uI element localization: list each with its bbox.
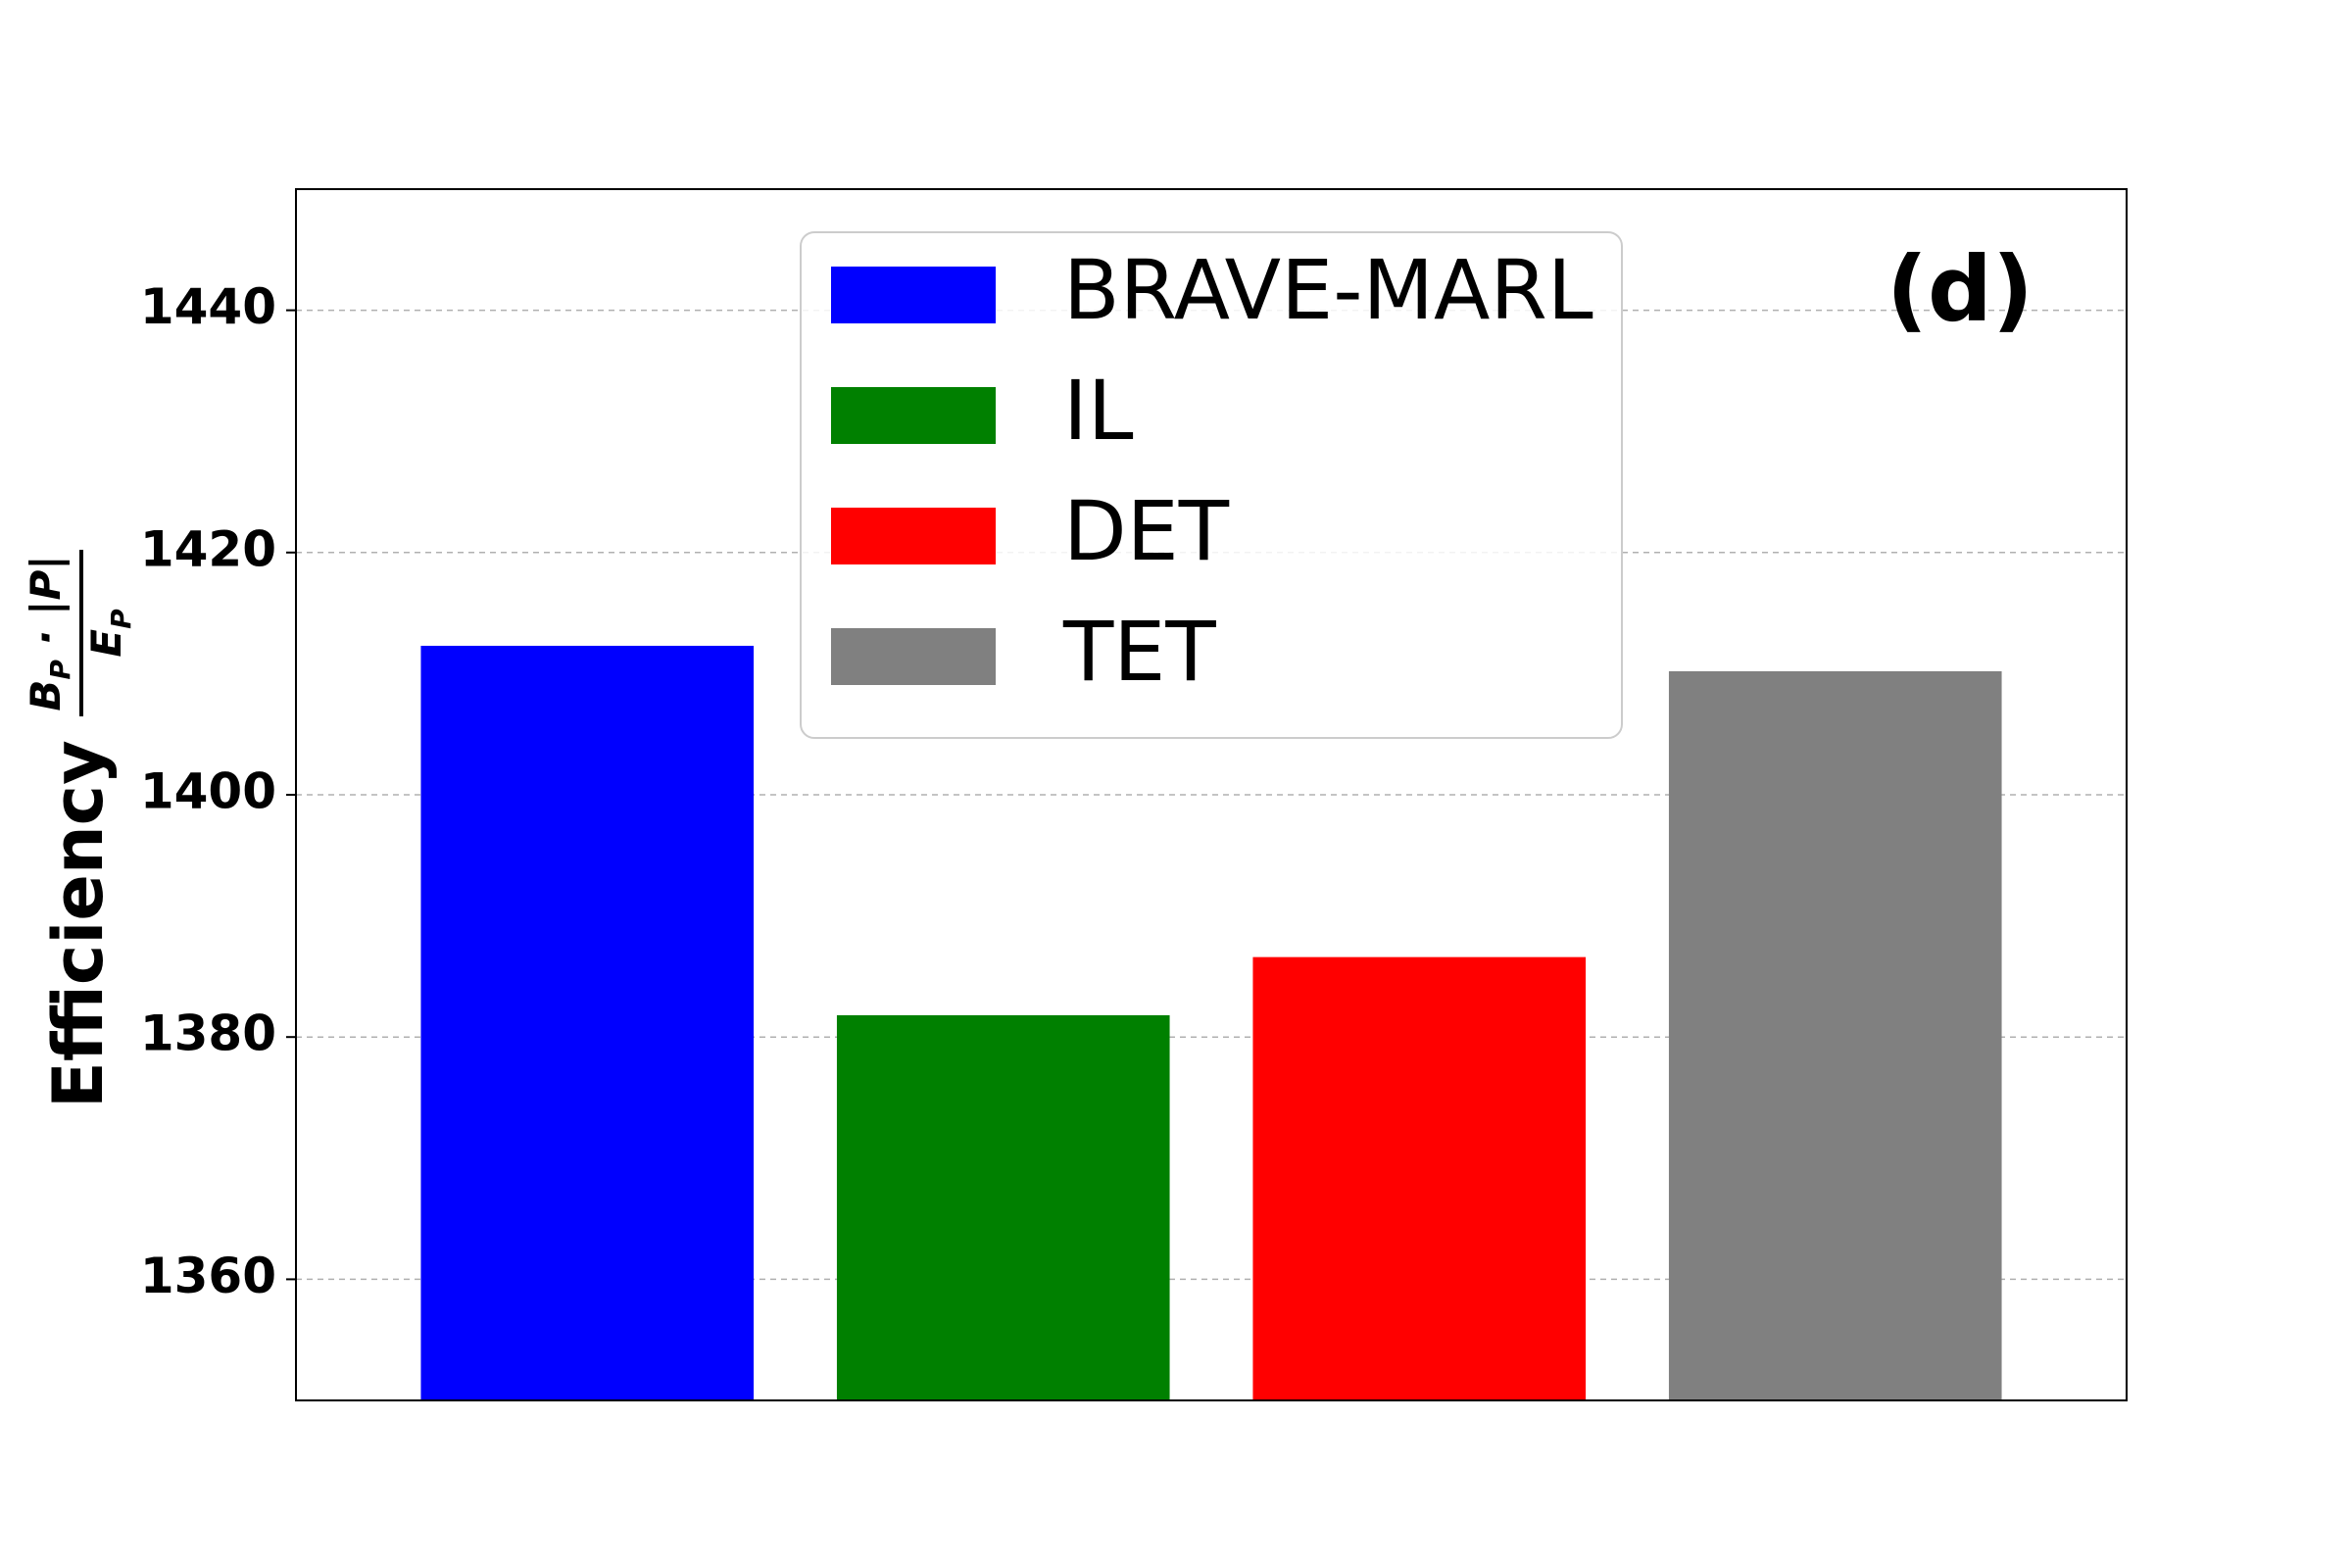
- bar-brave-marl: [420, 645, 755, 1400]
- bar-il: [836, 1014, 1170, 1400]
- legend-label: BRAVE-MARL: [1063, 242, 1593, 338]
- bar-det: [1252, 956, 1587, 1400]
- bar-tet: [1668, 670, 2002, 1400]
- y-axis-label-numerator: BP · |P|: [22, 555, 76, 710]
- panel-label: (d): [1886, 237, 2034, 342]
- legend-label: DET: [1063, 483, 1230, 579]
- legend: BRAVE-MARL IL DET TET: [800, 231, 1623, 739]
- legend-label: IL: [1063, 363, 1134, 459]
- y-tick-label: 1420: [140, 520, 276, 577]
- legend-swatch: [831, 508, 996, 564]
- legend-swatch: [831, 628, 996, 685]
- legend-label: TET: [1062, 604, 1216, 700]
- y-axis-label: Efficiency BP · |P| EP: [22, 550, 137, 1108]
- y-axis-label-denominator: EP: [82, 609, 137, 658]
- y-tick-label: 1440: [140, 278, 276, 335]
- y-axis-label-text: Efficiency: [38, 740, 119, 1108]
- legend-swatch: [831, 267, 996, 323]
- legend-swatch: [831, 387, 996, 444]
- y-axis-ticks: 1360 1380 1400 1420 1440: [140, 278, 296, 1304]
- y-tick-label: 1380: [140, 1005, 276, 1062]
- bars: [420, 645, 2002, 1400]
- y-tick-label: 1360: [140, 1248, 276, 1304]
- legend-frame: [800, 231, 1623, 739]
- y-tick-label: 1400: [140, 763, 276, 820]
